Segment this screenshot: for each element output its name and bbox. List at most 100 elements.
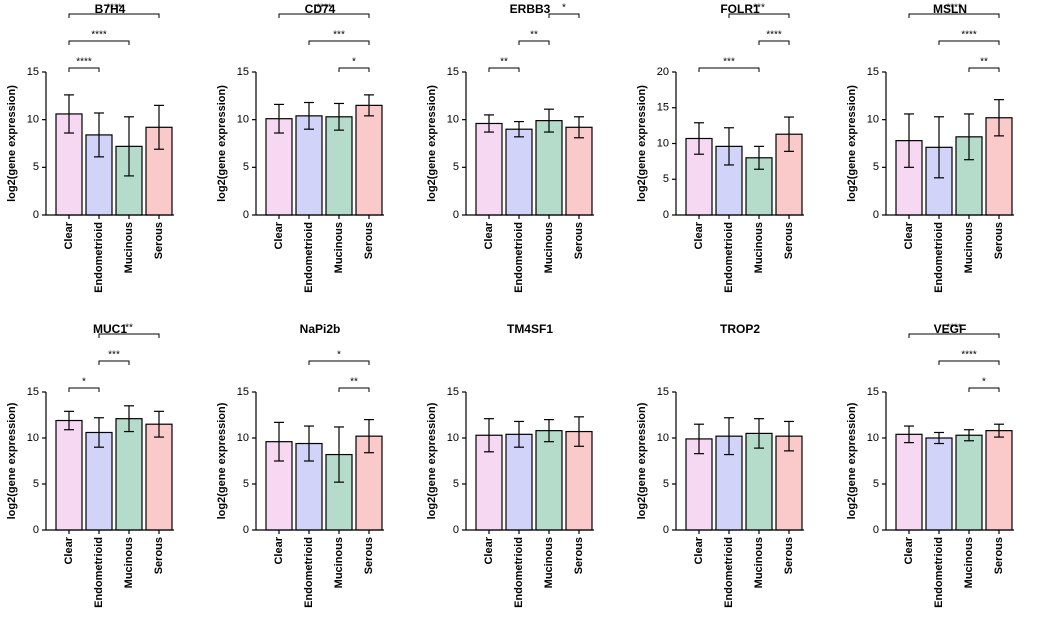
y-tick-label: 15 [447, 386, 459, 398]
significance-bracket [68, 67, 100, 72]
y-axis-label: log2(gene expression) [846, 85, 858, 202]
bar [85, 431, 113, 531]
y-axis-label: log2(gene expression) [216, 85, 228, 202]
y-tick-label: 10 [27, 114, 39, 126]
bar [505, 128, 533, 216]
significance-bracket [698, 67, 760, 72]
significance-bracket [968, 67, 1000, 72]
y-tick-label: 5 [33, 161, 39, 173]
y-axis-label: log2(gene expression) [426, 85, 438, 202]
significance-bracket [908, 13, 1000, 18]
bar [895, 433, 923, 531]
x-tick-label: Mucinous [123, 222, 135, 273]
chart-title: NaPi2b [300, 322, 341, 336]
bar [535, 120, 563, 216]
x-tick-label: Endometrioid [723, 537, 735, 608]
x-tick-label: Mucinous [543, 222, 555, 273]
significance-label: * [562, 3, 566, 14]
significance-label: ** [530, 30, 538, 41]
x-tick-label: Mucinous [333, 222, 345, 273]
x-tick-label: Clear [693, 536, 705, 564]
bar [535, 430, 563, 531]
x-tick-label: Clear [903, 536, 915, 564]
x-tick-label: Mucinous [753, 222, 765, 273]
significance-bracket [98, 333, 160, 338]
x-tick-label: Mucinous [963, 222, 975, 273]
significance-bracket [68, 387, 100, 392]
y-tick-label: 15 [447, 66, 459, 78]
y-tick-label: 5 [243, 161, 249, 173]
significance-label: *** [333, 30, 345, 41]
significance-label: **** [76, 57, 92, 68]
bar [715, 145, 743, 216]
significance-bracket [938, 360, 1000, 365]
bar [985, 430, 1013, 531]
x-tick-label: Clear [483, 536, 495, 564]
bar [955, 434, 983, 531]
y-axis-label: log2(gene expression) [216, 402, 228, 519]
significance-label: **** [766, 30, 782, 41]
x-tick-label: Clear [693, 221, 705, 249]
y-axis-label: log2(gene expression) [846, 402, 858, 519]
y-tick-label: 0 [663, 524, 669, 536]
bar [505, 433, 533, 531]
y-tick-label: 0 [663, 209, 669, 221]
y-tick-label: 15 [867, 386, 879, 398]
significance-label: * [337, 350, 341, 361]
significance-label: **** [316, 3, 332, 14]
x-tick-label: Endometrioid [513, 537, 525, 608]
x-tick-label: Endometrioid [933, 222, 945, 293]
x-tick-label: Mucinous [753, 537, 765, 588]
y-tick-label: 10 [447, 114, 459, 126]
significance-label: ** [980, 57, 988, 68]
bar [325, 116, 353, 216]
y-tick-label: 0 [873, 524, 879, 536]
chart-title: FOLR1 [720, 2, 760, 16]
y-tick-label: 15 [237, 66, 249, 78]
significance-bracket [968, 387, 1000, 392]
x-tick-label: Mucinous [963, 537, 975, 588]
y-tick-label: 0 [453, 524, 459, 536]
x-tick-label: Serous [993, 222, 1005, 259]
significance-bracket [758, 40, 790, 45]
significance-label: * [352, 57, 356, 68]
chart-title: MSLN [933, 2, 967, 16]
bar [745, 432, 773, 531]
x-tick-label: Clear [273, 536, 285, 564]
significance-label: ** [350, 377, 358, 388]
y-tick-label: 0 [243, 209, 249, 221]
x-tick-label: Serous [783, 222, 795, 259]
significance-bracket [548, 13, 580, 18]
x-tick-label: Mucinous [123, 537, 135, 588]
y-tick-label: 10 [237, 432, 249, 444]
y-tick-label: 20 [657, 66, 669, 78]
x-tick-label: Endometrioid [303, 537, 315, 608]
y-tick-label: 0 [243, 524, 249, 536]
x-tick-label: Endometrioid [93, 537, 105, 608]
y-tick-label: 0 [873, 209, 879, 221]
y-tick-label: 5 [873, 161, 879, 173]
significance-bracket [908, 333, 1000, 338]
significance-label: **** [946, 3, 962, 14]
x-tick-label: Mucinous [333, 537, 345, 588]
y-tick-label: 5 [453, 478, 459, 490]
x-tick-label: Clear [903, 221, 915, 249]
x-tick-label: Clear [63, 536, 75, 564]
chart-title: VEGF [934, 322, 967, 336]
significance-bracket [308, 360, 370, 365]
y-tick-label: 15 [27, 386, 39, 398]
y-tick-label: 10 [237, 114, 249, 126]
significance-bracket [68, 13, 160, 18]
significance-bracket [488, 67, 520, 72]
y-axis-label: log2(gene expression) [636, 85, 648, 202]
y-axis-label: log2(gene expression) [426, 402, 438, 519]
x-tick-label: Clear [63, 221, 75, 249]
bar [565, 126, 593, 216]
significance-label: * [82, 377, 86, 388]
chart-title: B7H4 [95, 2, 126, 16]
x-tick-label: Clear [483, 221, 495, 249]
significance-label: *** [108, 350, 120, 361]
significance-label: **** [106, 3, 122, 14]
x-tick-label: Serous [153, 537, 165, 574]
bar [475, 122, 503, 216]
